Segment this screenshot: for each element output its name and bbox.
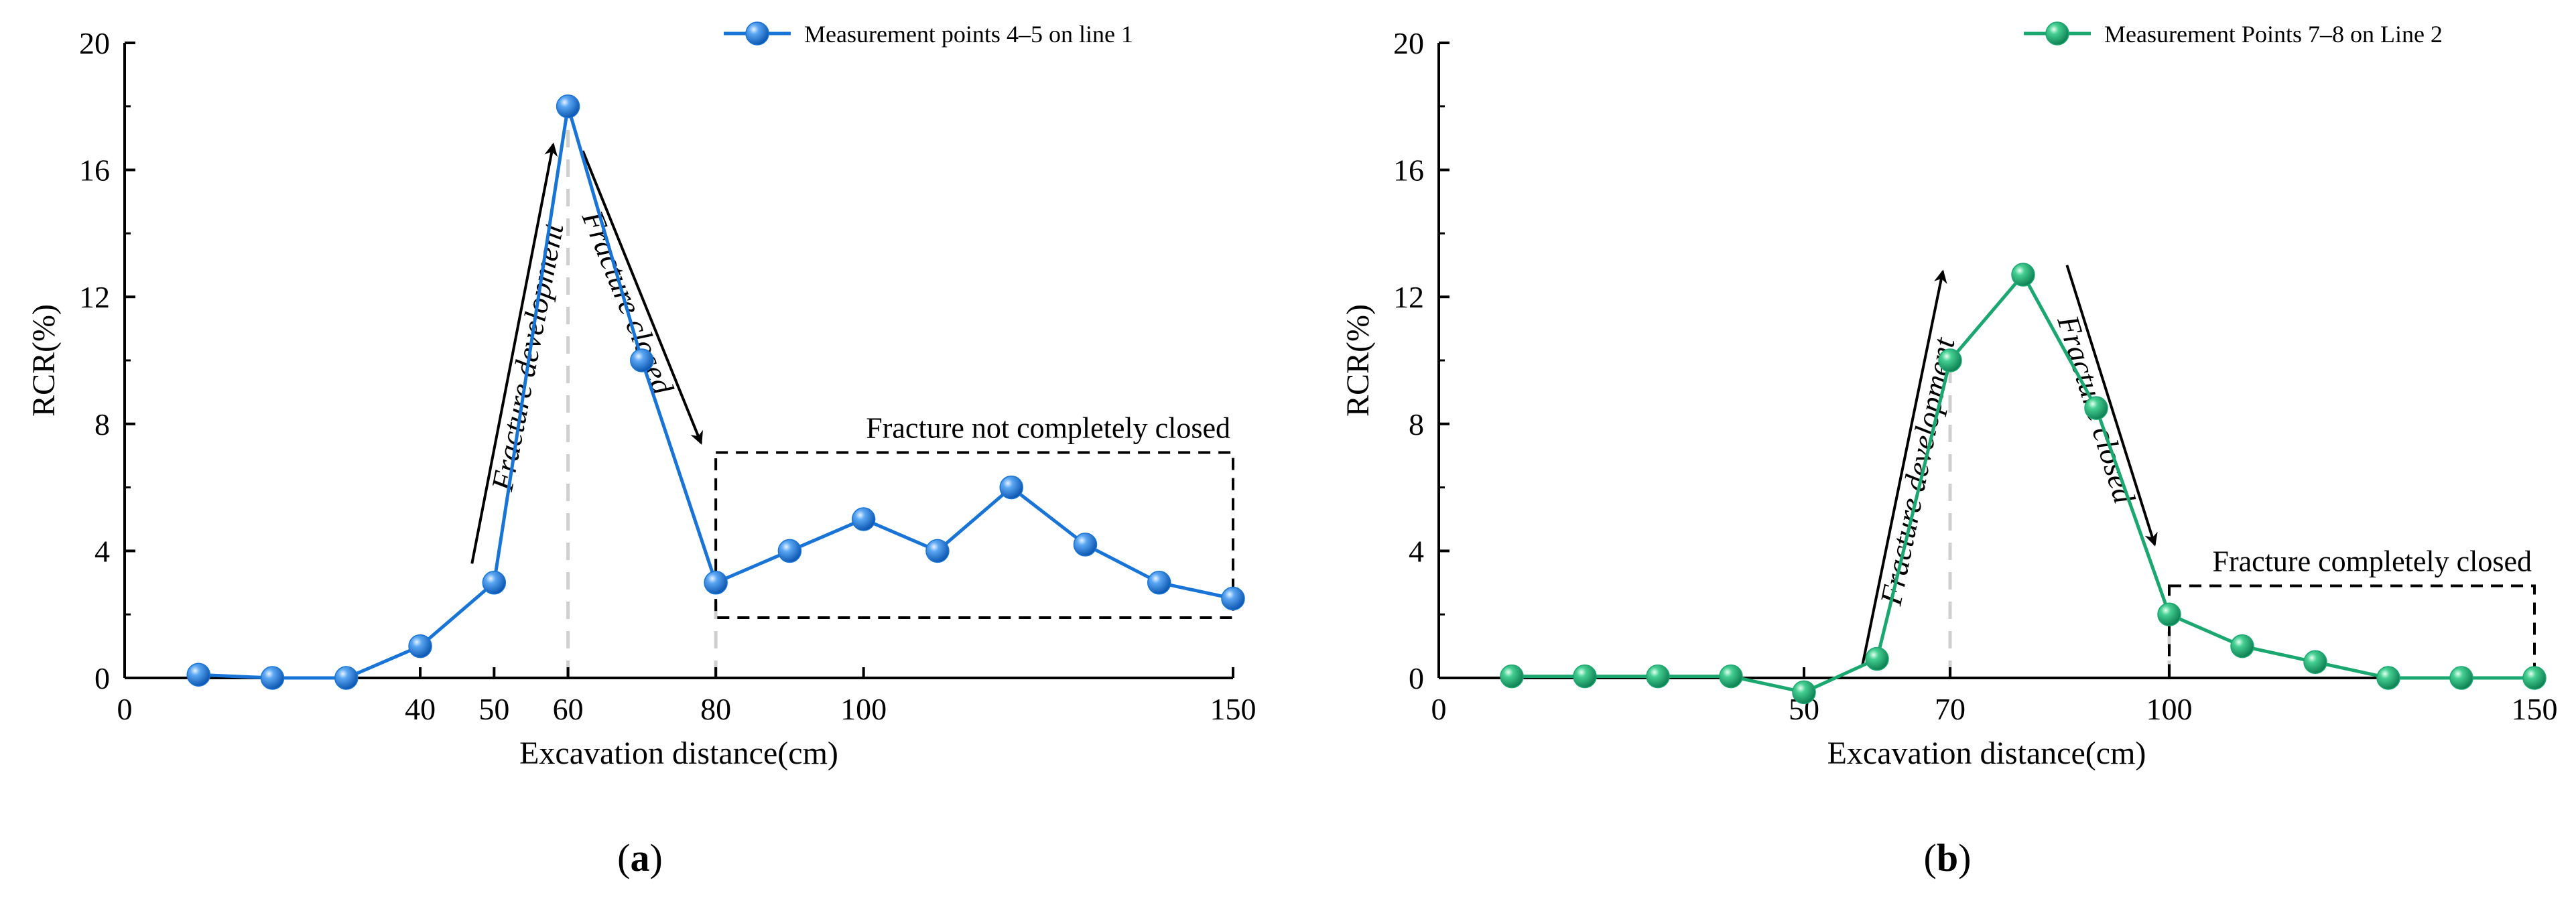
annotation-arrow [581, 150, 703, 445]
data-point [186, 663, 211, 687]
y-axis-title: RCR(%) [1340, 304, 1376, 417]
x-tick-label: 60 [553, 692, 584, 726]
data-point [408, 634, 432, 659]
annotation-box-label: Fracture not completely closed [866, 411, 1230, 444]
data-point [2303, 650, 2327, 675]
x-tick-label: 50 [478, 692, 509, 726]
series-line [1512, 271, 2534, 694]
data-point [1500, 664, 1524, 689]
annotation-arrow [470, 142, 558, 564]
legend-marker [2045, 21, 2069, 46]
y-tick-label: 12 [1393, 280, 1424, 314]
data-point [2084, 396, 2108, 420]
y-tick-label: 4 [1409, 534, 1424, 568]
y-tick-label: 16 [79, 153, 110, 188]
data-point [1719, 664, 1743, 689]
annotation-box-label: Fracture completely closed [2213, 545, 2532, 578]
y-axis-title: RCR(%) [26, 304, 62, 417]
data-point [260, 666, 285, 690]
x-tick-label: 0 [117, 692, 133, 726]
y-tick-label: 4 [94, 534, 110, 568]
data-point [1221, 586, 1245, 611]
x-tick-label: 80 [700, 692, 731, 726]
data-point [1573, 664, 1597, 689]
data-point [1792, 680, 1816, 705]
legend-label: Measurement Points 7–8 on Line 2 [2104, 21, 2443, 48]
annotation-label: Fracture development [1873, 334, 1961, 609]
legend: Measurement points 4–5 on line 1 [724, 21, 1133, 48]
data-point [1073, 533, 1098, 557]
x-tick-label: 150 [1210, 692, 1257, 726]
data-point [556, 94, 580, 119]
y-tick-label: 20 [79, 26, 110, 60]
data-point [1147, 571, 1171, 595]
legend-label: Measurement points 4–5 on line 1 [804, 21, 1133, 48]
data-point [630, 348, 654, 372]
x-tick-label: 100 [2146, 692, 2193, 726]
y-tick-label: 12 [79, 280, 110, 314]
y-tick-label: 0 [94, 661, 110, 695]
data-point [2522, 666, 2547, 690]
data-point [2230, 634, 2254, 659]
x-tick-label: 40 [405, 692, 436, 726]
annotation-label: Fracture development [485, 220, 570, 494]
data-point [704, 571, 728, 595]
y-tick-label: 16 [1393, 153, 1424, 188]
data-point [1865, 646, 1889, 671]
legend: Measurement Points 7–8 on Line 2 [2024, 21, 2443, 48]
x-tick-label: 100 [840, 692, 887, 726]
chart-panel-a: 0 4 8 12 16 20 0 40 50 60 80 100 150 Excavation dista… [26, 21, 1257, 880]
data-point [2449, 666, 2473, 690]
y-tick-label: 8 [94, 407, 110, 441]
x-tick-label: 70 [1935, 692, 1966, 726]
data-point [925, 539, 950, 563]
x-axis-title: Excavation distance(cm) [1827, 736, 2146, 771]
panel-label: (a) [617, 836, 663, 880]
data-point [2376, 666, 2400, 690]
panel-label-letter: a [631, 836, 650, 880]
panel-label: (b) [1924, 836, 1972, 880]
data-point [1646, 664, 1670, 689]
data-point [777, 539, 802, 563]
data-point [999, 475, 1023, 500]
data-point [851, 507, 876, 531]
data-point [482, 571, 507, 595]
legend-marker [745, 21, 769, 46]
x-axis-title: Excavation distance(cm) [519, 736, 838, 771]
x-tick-label: 150 [2512, 692, 2558, 726]
annotation-arrow [1861, 269, 1947, 666]
x-tick-label: 0 [1431, 692, 1447, 726]
data-point [2157, 602, 2181, 626]
panel-label-letter: b [1937, 836, 1958, 880]
annotation-box [2168, 584, 2536, 679]
y-tick-label: 0 [1409, 661, 1424, 695]
data-point [1938, 348, 1962, 372]
annotation-label: Fracture closed [575, 205, 680, 400]
data-point [2011, 263, 2035, 287]
data-point [334, 666, 359, 690]
y-tick-label: 8 [1409, 407, 1424, 441]
annotation-arrow [2065, 265, 2158, 547]
y-tick-label: 20 [1393, 26, 1424, 60]
